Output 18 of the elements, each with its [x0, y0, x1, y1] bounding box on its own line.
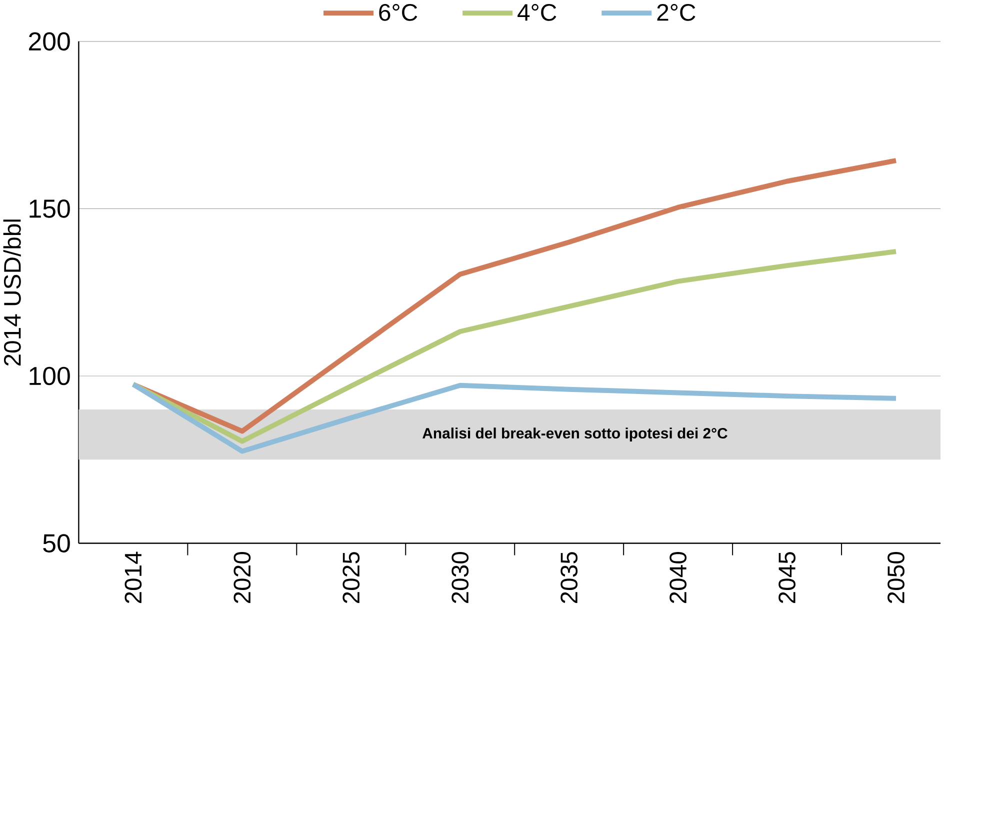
y-axis-title: 2014 USD/bbl — [3, 220, 21, 366]
x-tick-label: 2035 — [560, 552, 578, 604]
line-series — [130, 382, 898, 454]
y-tick-label: 50 — [43, 534, 70, 552]
x-tick-label: 2030 — [452, 552, 469, 604]
band-label: Analisi del break-even sotto ipotesi dei 2°C — [422, 428, 728, 442]
y-tick-label: 100 — [30, 366, 70, 386]
y-tick-label: 150 — [30, 200, 70, 218]
legend-label: 4°C — [518, 4, 556, 21]
x-tick-label: 2025 — [342, 552, 360, 604]
x-tick-label: 2045 — [778, 552, 796, 604]
legend-label: 6°C — [379, 4, 418, 21]
legend-label: 2°C — [657, 4, 696, 21]
x-tick-label: 2040 — [670, 552, 687, 604]
x-tick-label: 2014 — [124, 552, 142, 604]
x-tick-label: 2050 — [888, 552, 904, 604]
y-tick-label: 200 — [29, 32, 70, 51]
x-tick-label: 2020 — [234, 552, 251, 604]
